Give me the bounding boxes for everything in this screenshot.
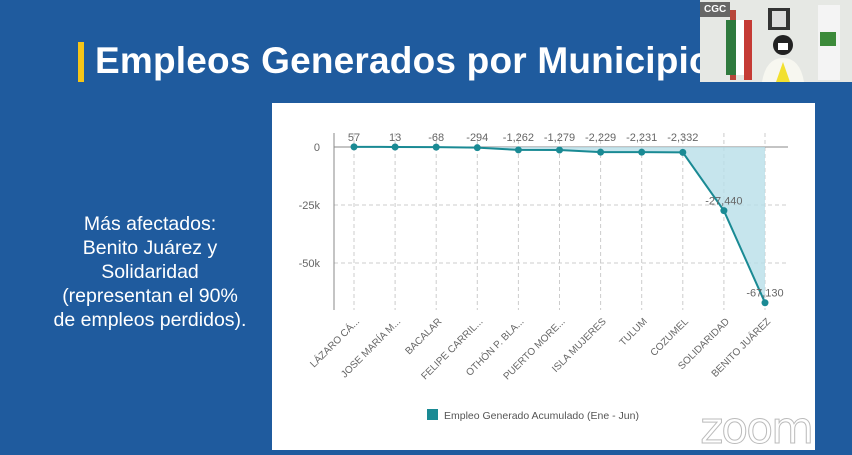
data-point	[638, 148, 646, 156]
zoom-watermark: zoom	[700, 403, 815, 455]
data-point	[761, 299, 769, 307]
side-note-line: Benito Juárez y	[82, 237, 218, 259]
chart: 0 -25k -50k 57 13 -68 -294 -1,262 -1,279 -2,229 -2…	[299, 132, 788, 422]
x-tick-label: BACALAR	[404, 316, 445, 357]
x-tick-label: TULUM	[618, 316, 650, 348]
data-point	[556, 146, 563, 154]
data-label: -1,279	[544, 132, 575, 144]
side-note-line: Más afectados:	[83, 213, 217, 235]
y-tick-label: 0	[314, 142, 320, 154]
data-point	[350, 143, 358, 151]
data-point	[391, 143, 399, 151]
data-point	[514, 146, 522, 154]
data-point	[432, 143, 440, 151]
data-label: 57	[348, 132, 360, 144]
data-label: -1,262	[503, 132, 534, 144]
side-note-line: Solidaridad	[101, 261, 199, 283]
data-point	[473, 144, 481, 152]
side-note: Más afectados: Benito Juárez y Solidarid…	[30, 212, 270, 332]
title-accent-bar	[78, 42, 84, 82]
data-label: 13	[389, 132, 401, 144]
x-tick-label: COZUMEL	[649, 316, 692, 359]
speaker-video-icon	[700, 0, 852, 82]
side-note-line: de empleos perdidos).	[53, 309, 247, 331]
y-tick-label: -50k	[299, 258, 321, 270]
data-point	[720, 207, 728, 215]
data-label: -27,440	[705, 196, 742, 208]
legend-swatch	[427, 409, 438, 420]
area-fill	[354, 146, 765, 303]
y-tick-label: -25k	[299, 200, 321, 212]
data-label: -294	[466, 132, 488, 144]
chart-panel: 0 -25k -50k 57 13 -68 -294 -1,262 -1,279 -2,229 -2…	[272, 103, 815, 450]
data-label: -67,130	[746, 288, 783, 300]
data-point	[597, 148, 605, 156]
data-label: -2,231	[626, 132, 657, 144]
data-label: -68	[428, 132, 444, 144]
participant-name-label: CGC	[700, 2, 731, 17]
data-point	[679, 148, 687, 156]
data-label: -2,229	[585, 132, 616, 144]
data-label: -2,332	[667, 132, 698, 144]
legend-label: Empleo Generado Acumulado (Ene - Jun)	[444, 410, 639, 422]
video-thumbnail[interactable]: CGC	[700, 0, 852, 82]
slide-title: Empleos Generados por Municipio 2020	[95, 40, 806, 81]
side-note-line: (representan el 90%	[62, 285, 238, 307]
